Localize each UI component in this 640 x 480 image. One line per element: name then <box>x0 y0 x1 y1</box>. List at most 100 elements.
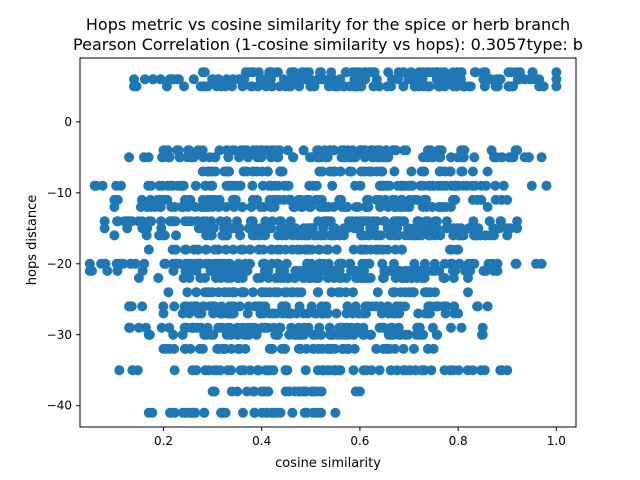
data-point <box>480 230 491 241</box>
data-point <box>157 230 167 241</box>
data-point <box>376 166 386 177</box>
data-point <box>196 202 207 212</box>
data-point <box>112 265 123 276</box>
data-point <box>225 308 236 319</box>
x-tick-label: 0.8 <box>449 434 468 448</box>
data-point <box>374 365 385 376</box>
data-point <box>287 244 298 255</box>
data-point <box>463 287 473 298</box>
data-point <box>551 74 562 85</box>
chart-subtitle: Pearson Correlation (1-cosine similarity… <box>73 35 583 54</box>
data-point <box>182 216 193 227</box>
data-point <box>330 407 341 418</box>
data-point <box>491 152 502 163</box>
data-point <box>429 265 440 276</box>
data-point <box>309 81 320 92</box>
data-point <box>383 265 394 276</box>
data-point <box>217 230 228 241</box>
data-point <box>223 152 234 163</box>
data-point <box>423 230 434 241</box>
data-point <box>504 152 515 163</box>
data-point <box>458 230 469 241</box>
data-point <box>324 74 334 85</box>
data-point <box>274 81 285 92</box>
data-point <box>445 365 456 376</box>
data-point <box>301 244 312 255</box>
data-point <box>163 287 174 298</box>
data-point <box>346 152 357 163</box>
data-point <box>158 301 169 312</box>
data-point <box>255 230 266 241</box>
data-point <box>328 265 339 276</box>
data-point <box>340 202 351 212</box>
data-point <box>114 365 125 376</box>
data-point <box>538 81 549 92</box>
data-point <box>304 74 315 85</box>
data-point <box>366 329 377 340</box>
data-point <box>398 67 409 78</box>
data-point <box>400 287 411 298</box>
data-point <box>464 223 475 234</box>
data-point <box>366 166 377 177</box>
data-point <box>346 166 357 177</box>
data-point <box>313 287 324 298</box>
data-point <box>287 230 298 241</box>
data-point <box>502 365 513 376</box>
data-point <box>125 258 136 269</box>
data-point <box>298 329 309 340</box>
data-point <box>227 287 238 298</box>
y-tick-label: −10 <box>47 186 72 200</box>
data-point <box>374 81 385 92</box>
data-point <box>479 81 490 92</box>
data-point <box>288 152 298 163</box>
data-point <box>519 152 530 163</box>
data-point <box>112 216 123 227</box>
data-point <box>174 258 185 269</box>
data-point <box>157 152 168 163</box>
data-point <box>408 287 419 298</box>
data-point <box>467 166 478 177</box>
data-point <box>296 287 307 298</box>
data-point <box>446 202 456 212</box>
data-point <box>386 329 397 340</box>
data-point <box>203 202 214 212</box>
data-point <box>242 386 252 397</box>
data-point <box>367 152 378 163</box>
data-point <box>179 81 189 92</box>
data-point <box>333 365 344 376</box>
data-point <box>248 287 258 298</box>
data-point <box>284 81 295 92</box>
data-point <box>258 386 269 397</box>
data-point <box>453 244 464 255</box>
data-point <box>188 74 199 85</box>
data-point <box>287 407 298 418</box>
data-point <box>390 244 401 255</box>
data-point <box>300 230 311 241</box>
data-point <box>266 152 277 163</box>
data-point <box>512 223 523 234</box>
data-point <box>479 74 490 85</box>
y-tick-label: −30 <box>47 328 72 342</box>
data-point <box>456 322 467 333</box>
scatter-points <box>84 67 562 418</box>
data-point <box>439 258 450 269</box>
data-point <box>205 265 216 276</box>
data-point <box>263 273 274 283</box>
data-point <box>209 244 220 255</box>
data-point <box>160 343 171 354</box>
data-point <box>388 308 398 319</box>
data-point <box>311 329 322 340</box>
data-point <box>180 244 190 255</box>
data-point <box>265 202 276 212</box>
data-point <box>169 365 180 376</box>
data-point <box>304 180 315 191</box>
data-point <box>281 308 292 319</box>
data-point <box>169 407 180 418</box>
data-point <box>377 180 388 191</box>
data-point <box>324 166 335 177</box>
data-point <box>206 329 217 340</box>
data-point <box>364 230 375 241</box>
data-point <box>139 74 150 85</box>
data-point <box>237 287 248 298</box>
data-point <box>201 258 212 269</box>
